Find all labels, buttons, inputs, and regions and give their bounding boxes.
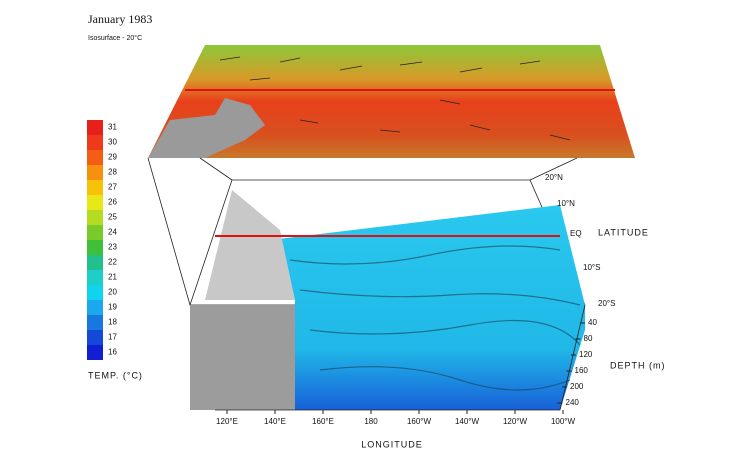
colorbar-tick-label: 16 bbox=[108, 348, 117, 357]
colorbar-tick-label: 23 bbox=[108, 243, 117, 252]
colorbar-swatch bbox=[87, 255, 103, 270]
colorbar-tick-label: 30 bbox=[108, 138, 117, 147]
surface-shading bbox=[289, 245, 581, 391]
longitude-tick-label: 160°W bbox=[407, 417, 432, 426]
ridge bbox=[205, 190, 295, 300]
colorbar-swatch bbox=[87, 345, 103, 360]
depth-label: DEPTH (m) bbox=[610, 360, 666, 370]
latitude-tick-label: 10°S bbox=[583, 263, 600, 272]
land-face bbox=[190, 305, 295, 410]
depth-tick-label: 200 bbox=[570, 382, 584, 391]
longitude-tick-label: 120°E bbox=[216, 417, 238, 426]
colorbar-label: TEMP. (°C) bbox=[88, 370, 143, 380]
connector bbox=[529, 157, 578, 181]
depth-tick-label: 80 bbox=[584, 334, 593, 343]
colorbar-tick-label: 31 bbox=[108, 123, 117, 132]
colorbar-swatch bbox=[87, 150, 103, 165]
subtitle: Isosurface - 20°C bbox=[88, 34, 142, 42]
colorbar-tick-label: 22 bbox=[108, 258, 117, 267]
colorbar-tick-label: 27 bbox=[108, 183, 117, 192]
colorbar-swatch bbox=[87, 165, 103, 180]
colorbar-tick-label: 21 bbox=[108, 273, 117, 282]
colorbar-swatch bbox=[87, 270, 103, 285]
colorbar-swatch bbox=[87, 285, 103, 300]
latitude-tick-label: 10°N bbox=[557, 199, 575, 208]
depth-tick-label: 240 bbox=[566, 398, 580, 407]
colorbar-swatch bbox=[87, 240, 103, 255]
longitude-tick-label: 100°W bbox=[551, 417, 576, 426]
connector bbox=[199, 157, 233, 181]
latitude-tick-label: EQ bbox=[570, 229, 582, 238]
colorbar-swatch bbox=[87, 315, 103, 330]
connector bbox=[147, 157, 191, 306]
longitude-tick-label: 120°W bbox=[503, 417, 528, 426]
latitude-tick-label: 20°N bbox=[545, 173, 563, 182]
colorbar-swatch bbox=[87, 225, 103, 240]
latitude-label: LATITUDE bbox=[598, 227, 649, 237]
isosurface-20c bbox=[270, 205, 585, 410]
depth-tick-label: 40 bbox=[588, 318, 597, 327]
longitude-tick-label: 180 bbox=[364, 417, 378, 426]
colorbar-tick-label: 29 bbox=[108, 153, 117, 162]
depth-tick-label: 120 bbox=[579, 350, 593, 359]
longitude-label: LONGITUDE bbox=[361, 439, 423, 449]
colorbar-tick-label: 28 bbox=[108, 168, 117, 177]
longitude-tick-label: 140°W bbox=[455, 417, 480, 426]
colorbar-tick-label: 20 bbox=[108, 288, 117, 297]
colorbar-swatch bbox=[87, 210, 103, 225]
isosurface-map bbox=[148, 45, 635, 158]
depth-tick-label: 160 bbox=[575, 366, 589, 375]
colorbar-swatch bbox=[87, 120, 103, 135]
colorbar-tick-label: 26 bbox=[108, 198, 117, 207]
colorbar-tick-label: 19 bbox=[108, 303, 117, 312]
colorbar-swatch bbox=[87, 330, 103, 345]
longitude-tick-label: 140°E bbox=[264, 417, 286, 426]
longitude-tick-label: 160°E bbox=[312, 417, 334, 426]
colorbar-swatch bbox=[87, 135, 103, 150]
colorbar-tick-label: 18 bbox=[108, 318, 117, 327]
colorbar-swatch bbox=[87, 180, 103, 195]
wind-vectors bbox=[219, 56, 571, 141]
colorbar-tick-label: 25 bbox=[108, 213, 117, 222]
title: January 1983 bbox=[88, 12, 152, 26]
colorbar-tick-label: 24 bbox=[108, 228, 117, 237]
latitude-tick-label: 20°S bbox=[598, 299, 615, 308]
colorbar-swatch bbox=[87, 300, 103, 315]
land bbox=[148, 98, 265, 158]
colorbar-tick-label: 17 bbox=[108, 333, 117, 342]
colorbar-swatch bbox=[87, 195, 103, 210]
